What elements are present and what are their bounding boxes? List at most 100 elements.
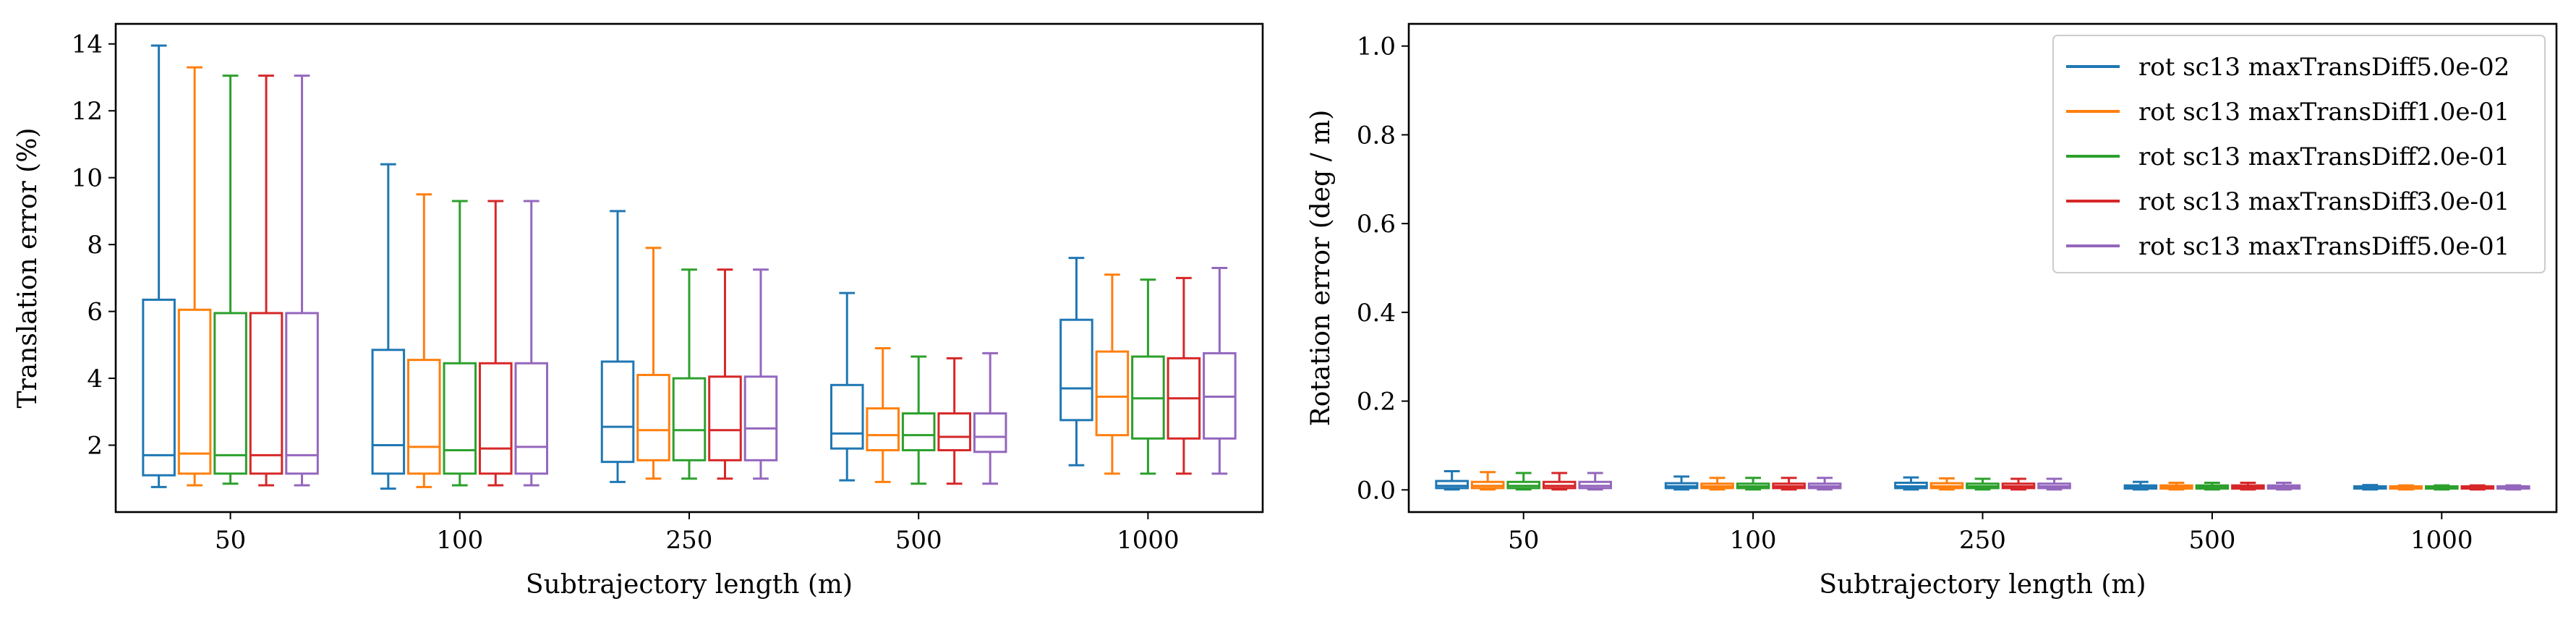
rotation-error-ticks: 0.0 0.2 0.4 0.6 0.8 1.0 50 100 250 500 1000: [1357, 33, 2473, 555]
box-plot-100-series-1: [371, 163, 406, 490]
box-plot-100-series-5: [1807, 477, 1842, 491]
box-plot-500-series-1: [2123, 480, 2158, 491]
box-plot-250-series-3: [1966, 477, 2000, 491]
x-tick-label: 250: [666, 526, 713, 555]
box: [672, 377, 707, 461]
box-plot-100-series-2: [407, 193, 441, 488]
legend-label: rot sc13 maxTransDiff5.0e-02: [2138, 53, 2509, 82]
box-plot-100-series-3: [443, 200, 477, 487]
legend-label: rot sc13 maxTransDiff3.0e-01: [2138, 187, 2509, 216]
box: [285, 312, 319, 475]
box-plot-250-series-5: [2037, 477, 2071, 491]
box: [177, 308, 212, 475]
box-plot-500-series-1: [829, 291, 864, 482]
translation-error-chart: 2 4 6 8 10 12 14 50 100 250 500 1000 Subtrajectory …: [13, 22, 1264, 600]
box-plot-50-series-3: [213, 74, 247, 485]
box-plot-250-series-2: [636, 247, 670, 480]
box: [1435, 480, 1469, 490]
box-plot-500-series-3: [901, 355, 936, 485]
box-plot-250-series-1: [1894, 476, 1928, 491]
y-tick-label: 1.0: [1357, 33, 1396, 61]
box: [901, 412, 936, 451]
y-tick-label: 10: [72, 164, 103, 193]
box-plot-100-series-5: [514, 200, 549, 487]
y-tick-label: 0.2: [1357, 388, 1396, 417]
y-tick-label: 12: [72, 97, 103, 126]
box-plot-1000-series-5: [1203, 267, 1237, 475]
box-plot-500-series-3: [2195, 482, 2230, 491]
box: [1095, 350, 1130, 437]
box-plot-1000-series-2: [2389, 484, 2423, 491]
legend-label: rot sc13 maxTransDiff2.0e-01: [2138, 142, 2509, 171]
translation-error-y-axis-label: Translation error (%): [13, 128, 43, 409]
box-plot-50-series-2: [1470, 471, 1505, 491]
box-plot-500-series-4: [2231, 482, 2265, 491]
box-plot-100-series-4: [479, 200, 513, 487]
box: [407, 359, 441, 475]
box: [479, 362, 513, 475]
box-plot-500-series-5: [2266, 482, 2301, 491]
x-tick-label: 250: [1959, 526, 2006, 555]
rotation-error-legend: rot sc13 maxTransDiff5.0e-02 rot sc13 max…: [2052, 35, 2546, 273]
translation-error-x-axis-label: Subtrajectory length (m): [526, 570, 853, 600]
rotation-error-chart: 0.0 0.2 0.4 0.6 0.8 1.0 50 100 250 500 1000 Subtra…: [1306, 22, 2558, 600]
box-plot-1000-series-5: [2496, 484, 2530, 491]
box-plot-250-series-2: [1929, 477, 1964, 491]
y-tick-label: 0.6: [1357, 210, 1396, 239]
box-plot-50-series-4: [1542, 472, 1577, 491]
rotation-error-x-axis-label: Subtrajectory length (m): [1819, 570, 2146, 600]
box: [443, 362, 477, 475]
box: [249, 312, 283, 475]
box: [973, 412, 1007, 453]
x-tick-label: 50: [1508, 526, 1539, 555]
translation-error-axes-frame: [114, 22, 1264, 514]
legend-label: rot sc13 maxTransDiff5.0e-01: [2138, 232, 2509, 261]
box-plot-50-series-1: [1435, 470, 1469, 491]
box: [636, 373, 670, 461]
box: [600, 360, 635, 464]
y-tick-label: 0.0: [1357, 476, 1396, 505]
box-plot-1000-series-1: [2353, 484, 2387, 491]
legend-label: rot sc13 maxTransDiff1.0e-01: [2138, 98, 2509, 127]
box-plot-250-series-4: [708, 268, 742, 480]
box-plot-500-series-4: [937, 357, 971, 485]
box-plot-250-series-1: [600, 210, 635, 483]
box: [371, 349, 406, 475]
y-tick-label: 14: [72, 30, 103, 59]
translation-error-box-marks: [142, 44, 1237, 490]
box: [866, 407, 900, 451]
box: [142, 298, 176, 477]
box-plot-1000-series-4: [1167, 276, 1201, 475]
box-plot-50-series-3: [1506, 472, 1540, 491]
box-plot-50-series-1: [142, 44, 176, 488]
x-tick-label: 500: [895, 526, 942, 555]
box-plot-500-series-5: [973, 352, 1007, 485]
box-plot-250-series-4: [2001, 477, 2036, 491]
box-plot-250-series-3: [672, 268, 707, 480]
box-plot-250-series-5: [743, 268, 778, 480]
x-tick-label: 100: [436, 526, 483, 555]
box-plot-100-series-1: [1664, 475, 1699, 491]
legend-box: [2052, 35, 2546, 273]
y-tick-label: 6: [87, 298, 103, 327]
box-plot-50-series-5: [285, 74, 319, 487]
rotation-error-y-axis-label: Rotation error (deg / m): [1306, 110, 1336, 427]
box-plot-1000-series-1: [1059, 257, 1093, 466]
rotation-error-axes-frame: [1407, 22, 2558, 514]
box-plot-50-series-4: [249, 74, 283, 487]
y-tick-label: 2: [87, 432, 103, 461]
box-plot-1000-series-3: [1131, 278, 1165, 475]
box: [937, 412, 971, 451]
box-plot-1000-series-2: [1095, 273, 1130, 475]
box: [514, 362, 549, 475]
box-plot-1000-series-4: [2460, 484, 2495, 491]
box: [213, 312, 247, 475]
box-plot-500-series-2: [2159, 482, 2193, 491]
x-tick-label: 500: [2188, 526, 2235, 555]
box-plot-100-series-2: [1700, 477, 1734, 491]
box: [708, 375, 742, 461]
box: [743, 375, 778, 461]
box-plot-100-series-3: [1736, 477, 1770, 491]
rotation-error-box-marks: [1435, 470, 2530, 491]
